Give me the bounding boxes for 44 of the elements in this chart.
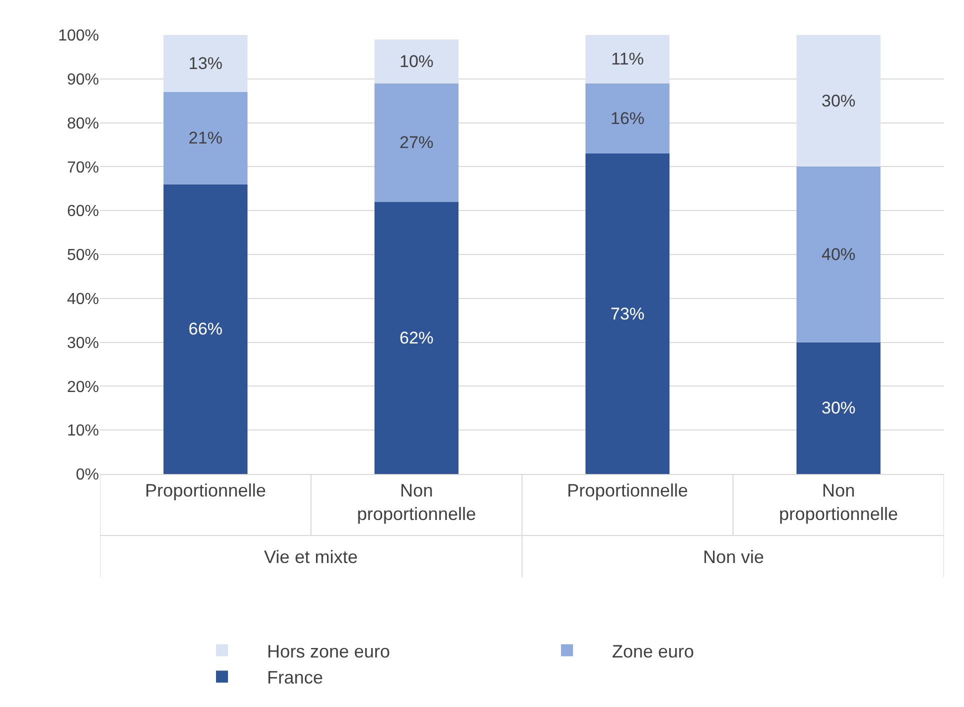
x-tick-label: Proportionnelle	[566, 480, 688, 501]
data-label: 66%	[188, 320, 223, 339]
bar	[163, 184, 248, 474]
legend-label: Hors zone euro	[267, 641, 390, 662]
bar	[796, 166, 881, 342]
bar	[374, 83, 459, 202]
data-label: 30%	[821, 398, 856, 418]
data-label: 21%	[188, 128, 223, 148]
y-tick-label: 100%	[58, 28, 99, 45]
y-tick-label: 40%	[66, 291, 99, 308]
y-tick-label: 20%	[66, 378, 99, 396]
legend-label: France	[267, 668, 324, 688]
bar	[796, 35, 881, 167]
y-tick-label: 30%	[66, 334, 99, 352]
y-tick-label: 80%	[66, 115, 99, 132]
data-label: 11%	[611, 50, 644, 69]
bar	[374, 39, 459, 84]
bar	[796, 342, 881, 474]
x-tick-label: Proportionnelle	[144, 480, 266, 501]
legend-label: Zone euro	[612, 641, 694, 662]
data-label: 62%	[399, 328, 434, 348]
bar	[585, 35, 670, 84]
data-label: 30%	[821, 91, 856, 110]
data-label: 10%	[399, 52, 434, 71]
data-label: 13%	[188, 54, 223, 74]
y-tick-label: 90%	[66, 72, 99, 88]
data-label: 27%	[399, 133, 434, 152]
bar	[585, 154, 670, 474]
y-tick-label: 70%	[66, 159, 99, 176]
bar	[163, 92, 248, 184]
x-tick-label: Non proportionnelle	[778, 480, 898, 524]
y-tick-label: 50%	[66, 247, 99, 264]
text: Vie et mixte	[264, 547, 358, 567]
bar	[163, 35, 248, 92]
y-tick-label: 0%	[76, 466, 99, 484]
data-label: 40%	[821, 245, 856, 264]
y-tick-label: 10%	[66, 422, 99, 440]
x-tick-label: Non proportionnelle	[356, 480, 476, 524]
data-label: 73%	[610, 304, 645, 324]
bar	[585, 83, 670, 154]
text: Non vie	[703, 547, 764, 567]
bar	[374, 202, 459, 474]
y-tick-label: 60%	[66, 203, 99, 220]
data-label: 16%	[610, 108, 645, 128]
